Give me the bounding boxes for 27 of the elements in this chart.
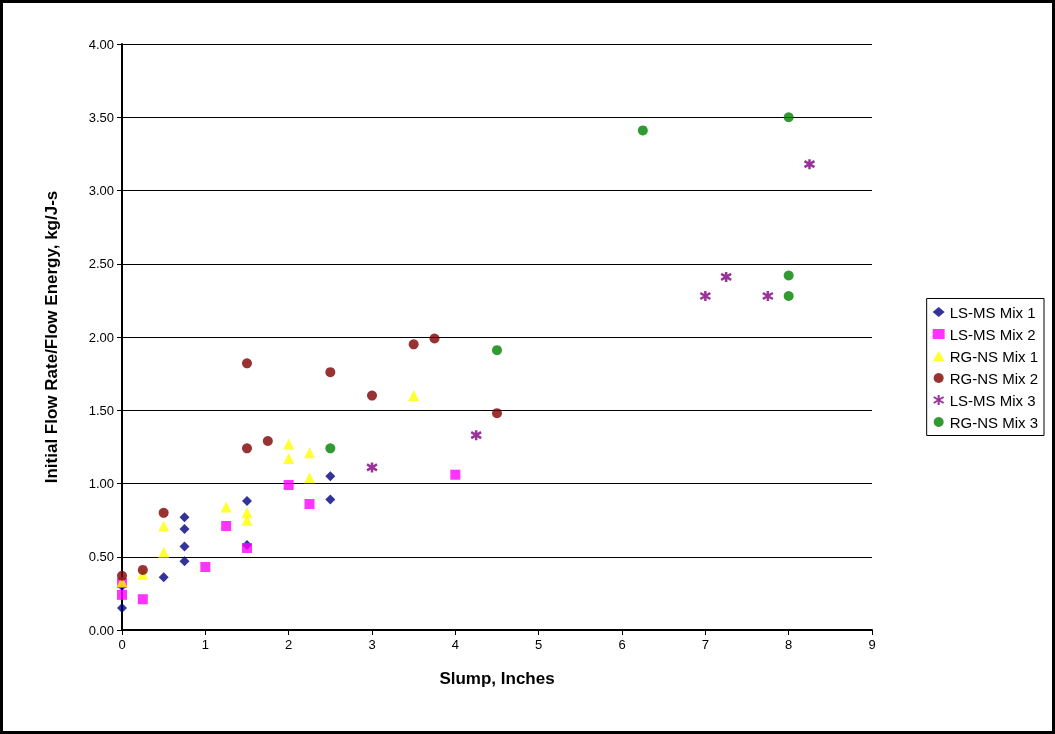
y-tick-label: 2.50 bbox=[88, 256, 114, 272]
y-tick-label: 3.50 bbox=[88, 109, 114, 125]
legend-label: RG-NS Mix 1 bbox=[949, 347, 1039, 365]
x-tick-label: 7 bbox=[701, 637, 709, 652]
legend-label: RG-NS Mix 2 bbox=[949, 369, 1039, 387]
x-tick-label: 9 bbox=[868, 637, 876, 652]
x-axis-title: Slump, Inches bbox=[439, 669, 555, 688]
y-tick-label: 0.00 bbox=[88, 622, 114, 638]
y-tick-label: 1.50 bbox=[88, 402, 114, 418]
x-tick-label: 4 bbox=[451, 637, 459, 652]
x-tick-label: 0 bbox=[118, 637, 126, 652]
x-tick-label: 8 bbox=[785, 637, 793, 652]
x-tick-label: 1 bbox=[201, 637, 209, 652]
legend-label: LS-MS Mix 1 bbox=[949, 303, 1036, 321]
legend-label: RG-NS Mix 3 bbox=[949, 413, 1039, 431]
y-tick-label: 0.50 bbox=[88, 549, 114, 565]
y-tick-label: 3.00 bbox=[88, 183, 114, 198]
y-tick-label: 2.00 bbox=[88, 329, 114, 345]
x-tick-label: 3 bbox=[368, 637, 376, 652]
y-tick-label: 1.00 bbox=[88, 476, 114, 491]
legend-label: LS-MS Mix 3 bbox=[949, 391, 1036, 409]
y-axis-title: Initial Flow Rate/Flow Energy, kg/J-s bbox=[42, 190, 61, 484]
legend-label: LS-MS Mix 2 bbox=[949, 325, 1036, 343]
x-tick-label: 2 bbox=[285, 637, 293, 652]
y-tick-label: 4.00 bbox=[88, 36, 114, 52]
x-tick-label: 6 bbox=[618, 637, 626, 652]
x-tick-label: 5 bbox=[535, 637, 543, 652]
